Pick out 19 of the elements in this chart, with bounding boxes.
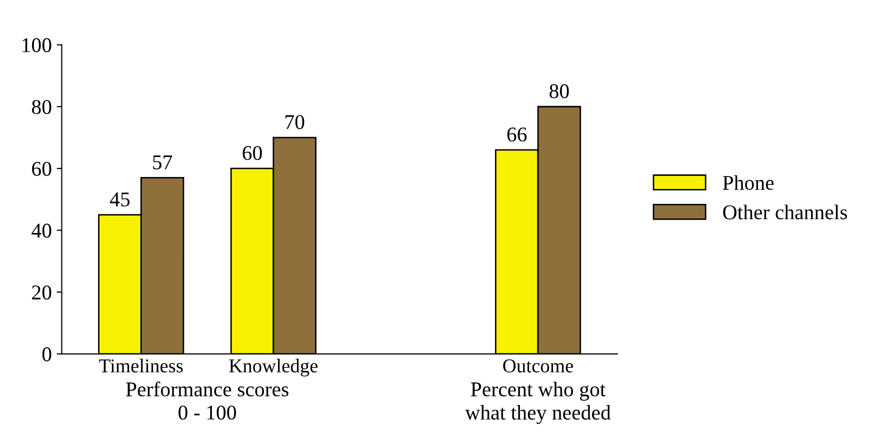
x-tick-label: Timeliness [99,358,183,372]
legend-label: Phone [722,175,774,190]
data-label: 57 [153,155,172,170]
data-label: 70 [286,115,304,130]
data-label: 60 [242,146,262,160]
text: Performance scores 0 - 100 [126,382,288,420]
y-tick-label: 40 [32,224,52,238]
legend-label: Other channels [723,204,848,220]
y-tick-label: 0 [42,347,52,362]
data-label: 80 [550,84,569,98]
x-tick-label: Outcome [503,359,573,372]
y-tick-label: 100 [22,38,52,52]
data-label: 45 [110,192,130,206]
y-tick-label: 80 [32,100,52,114]
x-tick-label: Knowledge [229,358,318,376]
y-tick-label: 20 [32,285,52,300]
data-label: 66 [507,128,527,142]
y-tick-label: 60 [32,162,52,176]
text: Percent who got what they needed [465,382,611,424]
